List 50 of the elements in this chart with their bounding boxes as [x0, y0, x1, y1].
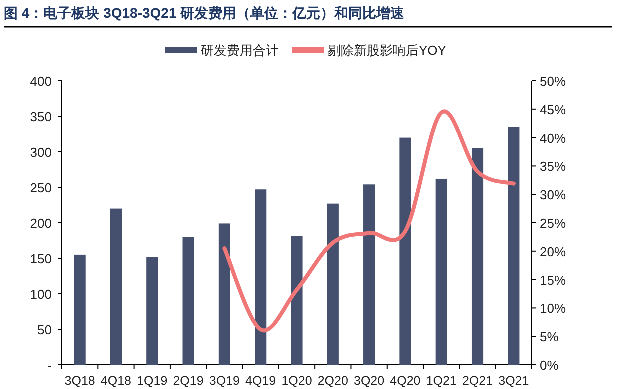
bar — [255, 190, 267, 365]
y2-tick-label: 25% — [540, 216, 566, 231]
x-tick-label: 1Q19 — [137, 374, 168, 388]
y-tick-label: 50 — [38, 322, 52, 338]
x-tick-label: 4Q20 — [390, 374, 421, 388]
y-tick-label: 400 — [30, 74, 52, 89]
y-tick-label: 300 — [30, 145, 52, 160]
x-tick-label: 1Q20 — [282, 374, 312, 388]
bar — [182, 237, 194, 365]
bar — [364, 184, 376, 365]
y2-tick-label: 0% — [540, 358, 560, 373]
bar — [400, 138, 412, 365]
y2-tick-label: 35% — [540, 159, 566, 174]
y-tick-label: 200 — [30, 216, 52, 231]
x-tick-label: 1Q21 — [426, 374, 457, 388]
legend-label: 剔除新股影响后YOY — [328, 43, 447, 58]
bar — [472, 148, 484, 365]
x-tick-label: 3Q19 — [209, 374, 240, 388]
bar — [146, 257, 158, 365]
y-tick-label: 100 — [30, 287, 52, 302]
bar — [327, 204, 339, 365]
y2-tick-label: 20% — [540, 244, 566, 260]
y-tick-label: 250 — [30, 180, 52, 196]
x-tick-label: 2Q20 — [318, 374, 348, 388]
bar — [436, 178, 448, 365]
x-tick-label: 4Q19 — [246, 374, 276, 388]
chart-title: 图 4：电子板块 3Q18-3Q21 研发费用（单位：亿元）和同比增速 — [4, 5, 406, 21]
y-tick-label: 150 — [30, 252, 52, 266]
y2-tick-label: 45% — [540, 102, 566, 118]
x-tick-label: 3Q18 — [64, 374, 96, 388]
x-tick-label: 4Q18 — [100, 374, 132, 388]
x-tick-label: 3Q21 — [498, 374, 530, 388]
x-tick-label: 3Q20 — [354, 374, 385, 388]
bar — [110, 208, 122, 365]
y2-tick-label: 50% — [540, 74, 566, 89]
bar — [74, 254, 86, 365]
y2-tick-label: 30% — [540, 188, 566, 203]
y-tick-label: - — [48, 358, 52, 373]
bar — [508, 127, 520, 365]
x-tick-label: 2Q21 — [462, 374, 494, 388]
y-tick-label: 350 — [30, 110, 52, 124]
y2-tick-label: 5% — [540, 330, 560, 345]
legend-label: 研发费用合计 — [201, 43, 279, 58]
bar — [218, 224, 230, 365]
y2-tick-label: 10% — [540, 301, 566, 316]
y2-tick-label: 40% — [540, 130, 566, 146]
x-tick-label: 2Q19 — [173, 374, 204, 388]
line-series — [222, 110, 516, 333]
bar — [291, 236, 303, 365]
y2-tick-label: 15% — [540, 272, 566, 288]
